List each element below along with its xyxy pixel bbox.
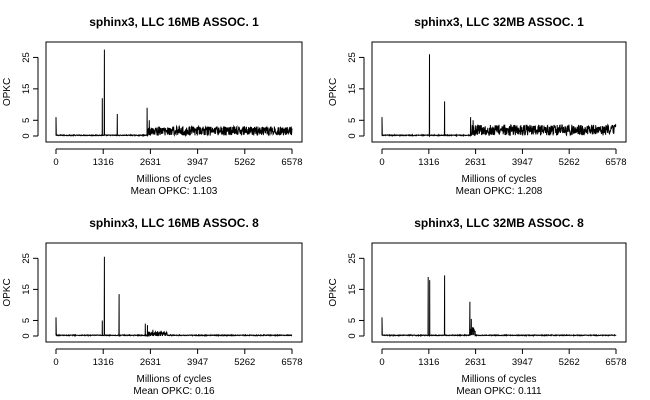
series-line: [381, 275, 617, 338]
chart-panel-1: sphinx3, LLC 16MB ASSOC. 1 0 1316 2631 3947 5…: [2, 15, 303, 197]
y-tick-label: 25: [347, 52, 358, 63]
x-tick-label: 5262: [559, 157, 580, 168]
x-tick-label: 1316: [418, 157, 439, 168]
y-tick-label: 0: [347, 333, 358, 338]
mean-opkc-label: Mean OPKC: 0.16: [133, 386, 215, 397]
x-tick-label: 3947: [187, 357, 208, 368]
y-tick-label: 25: [21, 52, 32, 63]
y-tick-label: 5: [347, 318, 358, 323]
plot-frame: [45, 41, 303, 143]
y-tick-label: 15: [21, 284, 32, 295]
y-axis-label: OPKC: [328, 278, 339, 306]
x-tick-label: 2631: [140, 357, 161, 368]
plot-frame: [45, 242, 303, 343]
x-axis-label: Millions of cycles: [136, 174, 211, 185]
chart-title: sphinx3, LLC 32MB ASSOC. 8: [414, 216, 584, 230]
x-tick-label: 1316: [93, 357, 114, 368]
plot-frame: [371, 242, 627, 343]
chart-panel-3: sphinx3, LLC 16MB ASSOC. 8 0 1316 2631 3947 5…: [2, 216, 303, 397]
chart-title: sphinx3, LLC 32MB ASSOC. 1: [414, 15, 584, 29]
x-axis-label: Millions of cycles: [461, 374, 536, 385]
y-tick-label: 0: [347, 133, 358, 138]
x-tick-label: 6578: [281, 357, 302, 368]
x-axis-label: Millions of cycles: [461, 174, 536, 185]
x-tick-label: 3947: [512, 357, 533, 368]
y-tick-label: 0: [21, 333, 32, 338]
x-tick-label: 6578: [605, 357, 626, 368]
y-tick-label: 5: [21, 118, 32, 123]
x-tick-label: 0: [53, 157, 58, 168]
chart-panel-2: sphinx3, LLC 32MB ASSOC. 1 0 1316 2631 3947 5…: [328, 15, 627, 197]
series-line: [55, 49, 293, 138]
series-line: [381, 54, 617, 138]
mean-opkc-label: Mean OPKC: 0.111: [456, 386, 542, 397]
chart-title: sphinx3, LLC 16MB ASSOC. 1: [89, 15, 259, 29]
y-tick-label: 15: [347, 84, 358, 95]
y-axis-label: OPKC: [2, 78, 13, 106]
chart-title: sphinx3, LLC 16MB ASSOC. 8: [89, 216, 259, 230]
x-tick-label: 3947: [512, 157, 533, 168]
y-tick-label: 0: [21, 133, 32, 138]
mean-opkc-label: Mean OPKC: 1.208: [456, 186, 543, 197]
y-tick-label: 25: [21, 253, 32, 264]
x-tick-label: 6578: [281, 157, 302, 168]
y-tick-label: 15: [21, 84, 32, 95]
x-tick-label: 2631: [465, 357, 486, 368]
mean-opkc-label: Mean OPKC: 1.103: [131, 186, 218, 197]
x-tick-label: 5262: [234, 357, 255, 368]
x-tick-label: 1316: [93, 157, 114, 168]
y-axis-label: OPKC: [2, 278, 13, 306]
y-tick-label: 5: [347, 118, 358, 123]
plot-frame: [371, 41, 627, 143]
x-tick-label: 0: [379, 357, 384, 368]
chart-panel-4: sphinx3, LLC 32MB ASSOC. 8 0 1316 2631 3947 5…: [328, 216, 627, 397]
x-tick-label: 0: [379, 157, 384, 168]
x-tick-label: 0: [53, 357, 58, 368]
y-axis-label: OPKC: [328, 78, 339, 106]
x-tick-label: 5262: [234, 157, 255, 168]
x-axis-label: Millions of cycles: [136, 374, 211, 385]
y-tick-label: 25: [347, 253, 358, 264]
x-tick-label: 2631: [140, 157, 161, 168]
x-tick-label: 1316: [418, 357, 439, 368]
series-line: [55, 256, 293, 338]
x-tick-label: 6578: [605, 157, 626, 168]
y-tick-label: 5: [21, 318, 32, 323]
y-tick-label: 15: [347, 284, 358, 295]
x-tick-label: 3947: [187, 157, 208, 168]
x-tick-label: 5262: [559, 357, 580, 368]
x-tick-label: 2631: [465, 157, 486, 168]
